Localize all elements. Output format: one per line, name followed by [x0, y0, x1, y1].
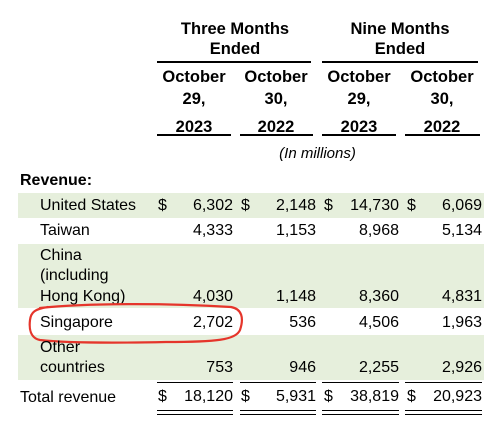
dollar-sign: $: [241, 388, 250, 405]
cell-china-1: 4,030: [192, 288, 233, 305]
nine-months-header: Nine Months Ended: [350, 20, 450, 58]
cell-us-2: 2,148: [275, 197, 316, 214]
subtotal-rule-2: [240, 382, 316, 383]
col-header-3: October 29, 2023: [320, 66, 398, 138]
cell-taiwan-1: 4,333: [192, 222, 233, 239]
dollar-sign: $: [241, 197, 250, 214]
dollar-sign: $: [324, 197, 333, 214]
singapore-highlight-circle: [28, 303, 243, 344]
dollar-sign: $: [407, 388, 416, 405]
nine-months-rule: [322, 61, 478, 63]
cell-china-3: 8,360: [358, 288, 399, 305]
col-day: 30,: [264, 90, 288, 108]
subtotal-rule-3: [322, 382, 399, 383]
section-label: Revenue:: [20, 172, 93, 189]
cell-us-1: 6,302: [192, 197, 233, 214]
three-months-rule: [157, 61, 311, 63]
col-header-4: October 30, 2022: [402, 66, 482, 138]
subtotal-rule-4: [405, 382, 482, 383]
total-double-rule-3: [322, 410, 399, 415]
col-month: October: [327, 68, 391, 86]
cell-singapore-2: 536: [289, 314, 316, 331]
total-double-rule-4: [405, 410, 482, 415]
total-double-rule-1: [157, 410, 233, 415]
cell-china-4: 4,831: [441, 288, 482, 305]
total-cell-4: 20,923: [433, 388, 482, 405]
col-header-1: October 29, 2023: [155, 66, 233, 138]
cell-singapore-1: 2,702: [192, 314, 233, 331]
cell-singapore-3: 4,506: [358, 314, 399, 331]
col-year: 2023: [175, 118, 213, 136]
cell-taiwan-4: 5,134: [441, 222, 482, 239]
dollar-sign: $: [158, 197, 167, 214]
cell-other-1: 753: [206, 359, 233, 376]
col-rule-1: [157, 134, 231, 136]
col-month: October: [162, 68, 226, 86]
cell-other-3: 2,255: [358, 359, 399, 376]
col-header-2: October 30, 2022: [237, 66, 315, 138]
subtotal-rule-1: [157, 382, 233, 383]
col-day: 29,: [347, 90, 371, 108]
col-year: 2022: [423, 118, 461, 136]
total-cell-2: 5,931: [275, 388, 316, 405]
total-label: Total revenue: [20, 389, 117, 406]
three-months-header: Three Months Ended: [180, 20, 290, 58]
dollar-sign: $: [407, 197, 416, 214]
col-year: 2022: [257, 118, 295, 136]
dollar-sign: $: [158, 388, 167, 405]
row-label-china-1: China: [40, 247, 82, 264]
total-cell-1: 18,120: [184, 388, 233, 405]
total-double-rule-2: [240, 410, 316, 415]
row-label-other-2: countries: [40, 359, 105, 376]
cell-us-3: 14,730: [350, 197, 399, 214]
row-label-taiwan: Taiwan: [40, 222, 90, 239]
cell-other-4: 2,926: [441, 359, 482, 376]
cell-other-2: 946: [289, 359, 316, 376]
row-label-china-3: Hong Kong): [40, 288, 126, 305]
row-label-us: United States: [40, 197, 137, 214]
col-rule-3: [322, 134, 396, 136]
dollar-sign: $: [324, 388, 333, 405]
row-band-china: [18, 244, 484, 308]
cell-taiwan-3: 8,968: [358, 222, 399, 239]
col-month: October: [410, 68, 474, 86]
row-label-other-1: Other: [40, 339, 81, 356]
total-cell-3: 38,819: [350, 388, 399, 405]
col-rule-4: [405, 134, 480, 136]
col-year: 2023: [340, 118, 378, 136]
cell-china-2: 1,148: [275, 288, 316, 305]
row-label-china-2: (including: [40, 267, 109, 284]
cell-taiwan-2: 1,153: [275, 222, 316, 239]
row-label-singapore: Singapore: [40, 314, 113, 331]
col-rule-2: [240, 134, 313, 136]
cell-us-4: 6,069: [441, 197, 482, 214]
row-band-us: [18, 193, 484, 218]
cell-singapore-4: 1,963: [441, 314, 482, 331]
col-day: 30,: [430, 90, 454, 108]
col-month: October: [244, 68, 308, 86]
units-note: (In millions): [279, 145, 356, 162]
col-day: 29,: [182, 90, 206, 108]
